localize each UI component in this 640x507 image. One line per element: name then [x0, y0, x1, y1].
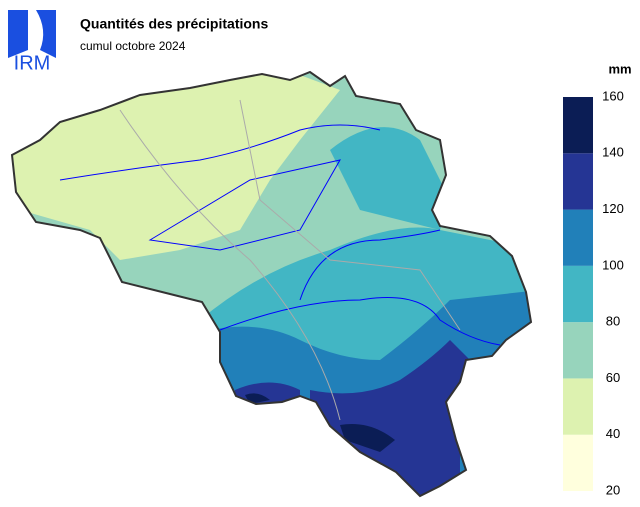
river: [299, 229, 441, 301]
legend-bin: [563, 209, 593, 266]
legend-bin: [563, 378, 593, 435]
legend-tick-label: 60: [606, 370, 620, 385]
logo: IRM: [8, 10, 56, 74]
map-title: Quantités des précipitations: [80, 16, 268, 32]
river: [148, 159, 341, 251]
legend-tick-label: 40: [606, 426, 620, 441]
map-subtitle: cumul octobre 2024: [80, 39, 186, 53]
legend-tick-label: 120: [602, 201, 624, 216]
logo-text: IRM: [14, 52, 51, 74]
legend-bin: [563, 434, 593, 491]
zone: [340, 424, 395, 452]
zone: [330, 127, 450, 230]
logo-shape: [36, 10, 56, 58]
legend-tick-label: 80: [606, 314, 620, 329]
precipitation-map: [12, 72, 531, 496]
zone: [235, 382, 300, 410]
legend-unit: mm: [608, 61, 631, 76]
river: [59, 124, 381, 181]
legend-bin: [563, 265, 593, 323]
river: [219, 297, 501, 346]
legend-bin: [563, 97, 593, 154]
legend-tick-label: 140: [602, 145, 624, 160]
legend-tick-label: 100: [602, 257, 624, 272]
legend-tick-label: 160: [602, 88, 624, 103]
legend-tick-label: 20: [606, 482, 620, 497]
border: [239, 99, 461, 331]
legend-bin: [563, 322, 593, 379]
border: [119, 109, 341, 421]
legend: mm 20 40 60 80 100 120 140 160: [563, 61, 632, 497]
logo-shape: [8, 10, 28, 58]
legend-bin: [563, 153, 593, 210]
